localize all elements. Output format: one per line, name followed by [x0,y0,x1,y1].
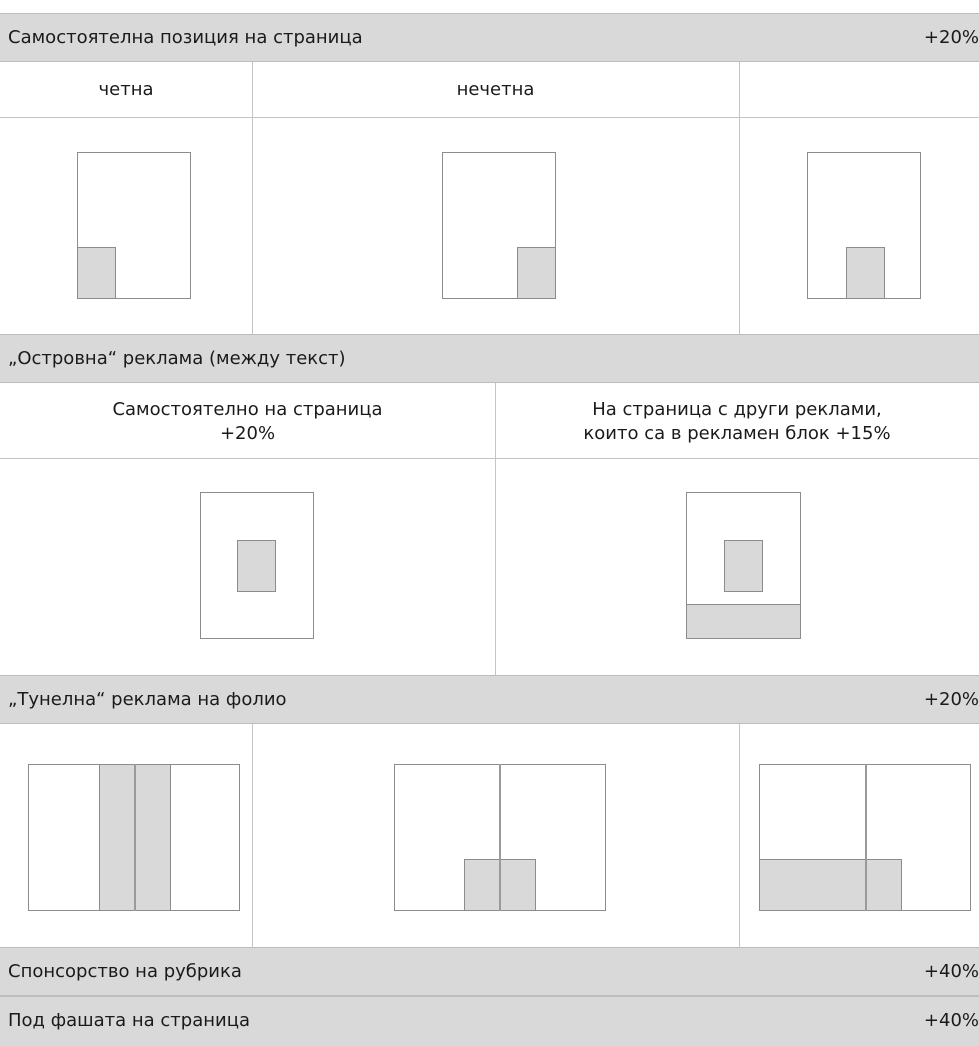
column-label-even: четна [98,79,154,100]
page-diagram-even [77,152,191,299]
label-line: Самостоятелно на страница [112,399,383,420]
column-label-odd: нечетна [456,79,535,100]
section-title: Спонсорство на рубрика [8,961,242,982]
section-title: Самостоятелна позиция на страница [8,27,363,48]
ad-block-center [237,540,276,592]
ad-block-bottom-band [686,604,801,639]
page-diagram-island-with-block [686,492,801,639]
column-divider [252,724,253,947]
column-divider [739,724,740,947]
section-header-standalone: Самостоятелна позиция на страница +20% [0,13,979,62]
page-diagram-center [807,152,921,299]
page-diagram-odd [442,152,556,299]
section-title: Под фашата на страница [8,1010,250,1031]
surcharge-label: +40% [923,1010,979,1031]
spread-diagram-vertical-tunnel [28,764,240,911]
row-divider [0,117,979,118]
column-divider [495,383,496,675]
ad-block-bottom-right [517,247,556,299]
spread-diagram-bottom-band-tunnel [759,764,971,911]
section-title: „Тунелна“ реклама на фолио [8,689,287,710]
page-diagram-island [200,492,314,639]
surcharge-label: +40% [923,961,979,982]
section-header-sponsorship: Спонсорство на рубрика +40% [0,947,979,996]
spread-spine [865,764,867,911]
spread-spine [499,764,501,911]
ad-block-bottom-band-tunnel [759,859,902,911]
surcharge-label: +20% [923,27,979,48]
label-line: На страница с други реклами, [592,399,882,420]
ad-block-bottom-left [77,247,116,299]
label-line: които са в рекламен блок +15% [583,423,891,444]
row-divider [0,458,979,459]
ad-block-bottom-center [846,247,885,299]
spread-spine [134,764,136,911]
column-label-island-standalone: Самостоятелно на страница +20% [0,398,495,446]
ad-block-center [724,540,763,592]
section-header-tunnel: „Тунелна“ реклама на фолио +20% [0,675,979,724]
spread-diagram-bottom-tunnel [394,764,606,911]
section-header-under-band: Под фашата на страница +40% [0,996,979,1046]
section-title: „Островна“ реклама (между текст) [8,348,346,369]
label-line: +20% [219,423,276,444]
section-header-island: „Островна“ реклама (между текст) [0,334,979,383]
surcharge-label: +20% [923,689,979,710]
column-label-island-with-others: На страница с други реклами, които са в … [495,398,979,446]
column-divider [739,62,740,334]
column-divider [252,62,253,334]
